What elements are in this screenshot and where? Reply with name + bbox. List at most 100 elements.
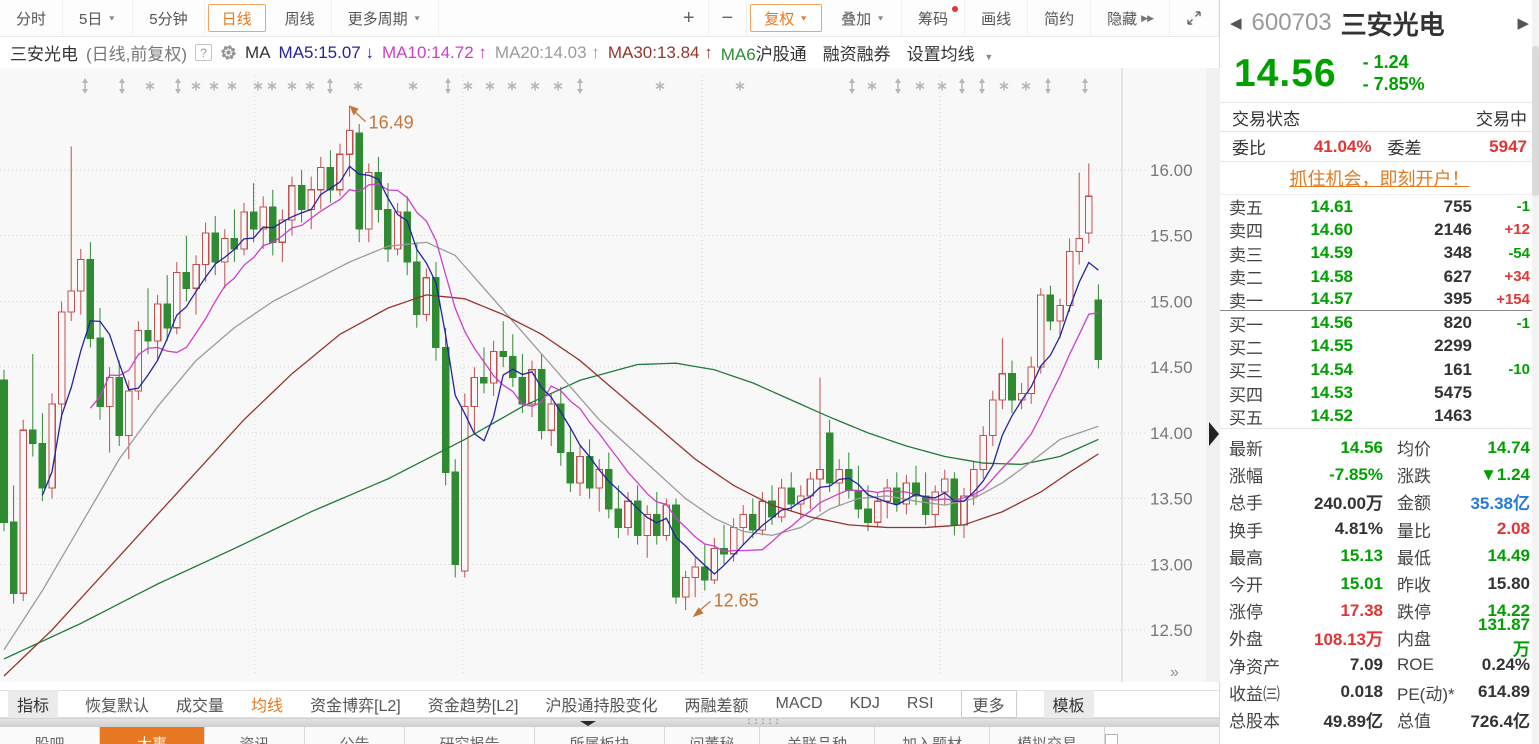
candlestick-chart[interactable]: 16.00 15.50 15.00 14.50 14.00 13.50 13.00 12.50… [0, 68, 1220, 682]
bottom-tab-大事[interactable]: 大事 [100, 727, 205, 744]
toolbar-button-overlay[interactable]: 叠加 ▼ [825, 0, 903, 36]
bottom-tab-模拟交易[interactable]: 模拟交易 [990, 727, 1105, 744]
event-star-marker-icon[interactable] [209, 81, 219, 91]
toolbar-button-5day-chart[interactable]: 5日 ▼ [63, 0, 134, 36]
event-star-marker-icon[interactable] [267, 81, 277, 91]
bottom-tab-加入题材[interactable]: 加入题材 [875, 727, 990, 744]
indicator-tab-模板[interactable]: 模板 [1043, 690, 1094, 718]
panel-scrollbar-thumb[interactable] [1532, 46, 1539, 196]
event-star-marker-icon[interactable] [530, 81, 540, 91]
event-star-marker-icon[interactable] [1021, 81, 1031, 91]
order-book-row-卖一[interactable]: 卖一 14.57 395 +154 [1220, 288, 1539, 312]
order-book-row-买五[interactable]: 买五 14.52 1463 [1220, 405, 1539, 428]
event-star-marker-icon[interactable] [227, 81, 237, 91]
order-book-row-买一[interactable]: 买一 14.56 820 -1 [1220, 311, 1539, 335]
event-arrow-marker-icon[interactable] [82, 78, 88, 94]
indicator-tab-更多[interactable]: 更多 [960, 690, 1017, 718]
event-star-marker-icon[interactable] [553, 81, 563, 91]
order-book-row-买二[interactable]: 买二 14.55 2299 [1220, 335, 1539, 358]
bottom-tab-资讯[interactable]: 资讯 [205, 727, 305, 744]
event-arrow-marker-icon[interactable] [1082, 78, 1088, 94]
event-arrow-marker-icon[interactable] [445, 78, 451, 94]
event-star-marker-icon[interactable] [507, 81, 517, 91]
order-book-row-卖五[interactable]: 卖五 14.61 755 -1 [1220, 195, 1539, 219]
indicator-tab-资金趋势[L2][interactable]: 资金趋势[L2] [427, 698, 519, 715]
scroll-right-icon[interactable]: » [1170, 664, 1179, 681]
order-book-row-买四[interactable]: 买四 14.53 5475 [1220, 381, 1539, 405]
toolbar-button-zoom-in[interactable]: + [670, 0, 709, 36]
toolbar-button-more-periods[interactable]: 更多周期 ▼ [332, 0, 439, 36]
event-arrow-marker-icon[interactable] [327, 78, 333, 94]
event-star-marker-icon[interactable] [735, 81, 745, 91]
toolbar-button-weekly-chart[interactable]: 周线 [269, 0, 332, 36]
help-icon[interactable]: ? [195, 44, 213, 61]
event-star-marker-icon[interactable] [485, 81, 495, 91]
order-book-row-卖四[interactable]: 卖四 14.60 2146 +12 [1220, 218, 1539, 242]
event-arrow-marker-icon[interactable] [577, 78, 583, 94]
event-arrow-marker-icon[interactable] [175, 78, 181, 94]
event-star-marker-icon[interactable] [287, 81, 297, 91]
toolbar-button-fullscreen[interactable] [1170, 0, 1219, 36]
event-arrow-marker-icon[interactable] [959, 78, 965, 94]
panel-scrollbar[interactable] [1532, 0, 1539, 744]
prev-stock-icon[interactable]: ◀ [1230, 15, 1242, 32]
bottom-tab-问董秘[interactable]: 问董秘 [665, 727, 760, 744]
indicator-tab-两融差额[interactable]: 两融差额 [684, 698, 749, 715]
indicator-tab-均线[interactable]: 均线 [251, 698, 284, 715]
indicator-tab-恢复默认[interactable]: 恢复默认 [85, 698, 150, 715]
bottom-tab-关联品种[interactable]: 关联品种 [760, 727, 875, 744]
pane-splitter[interactable]: ::::: [0, 716, 1219, 727]
splitter-grip-icon[interactable]: ::::: [746, 716, 782, 727]
bottom-tab-所属板块[interactable]: 所属板块 [535, 727, 665, 744]
next-stock-icon[interactable]: ▶ [1517, 15, 1529, 32]
toolbar-button-zoom-out[interactable]: − [709, 0, 748, 36]
open-account-link[interactable]: 抓住机会，即刻开户！ [1289, 169, 1470, 189]
order-book-row-买三[interactable]: 买三 14.54 161 -10 [1220, 358, 1539, 382]
event-star-marker-icon[interactable] [867, 81, 877, 91]
chart-area[interactable]: 16.00 15.50 15.00 14.50 14.00 13.50 13.00 12.50… [0, 68, 1220, 682]
event-star-marker-icon[interactable] [408, 81, 418, 91]
event-star-marker-icon[interactable] [915, 81, 925, 91]
event-arrow-marker-icon[interactable] [1045, 78, 1051, 94]
event-star-marker-icon[interactable] [191, 81, 201, 91]
event-star-marker-icon[interactable] [353, 81, 363, 91]
collapse-triangle-icon[interactable] [580, 721, 596, 726]
event-star-marker-icon[interactable] [999, 81, 1009, 91]
event-star-marker-icon[interactable] [655, 81, 665, 91]
event-arrow-marker-icon[interactable] [849, 78, 855, 94]
toolbar-button-5min-chart[interactable]: 5分钟 [133, 0, 205, 36]
gear-icon[interactable] [220, 44, 237, 61]
event-arrow-marker-icon[interactable] [119, 78, 125, 94]
toolbar-button-draw-line[interactable]: 画线 [965, 0, 1029, 36]
toolbar-button-simple-mode[interactable]: 简约 [1028, 0, 1092, 36]
legend-link-1[interactable]: 融资融券 [822, 45, 891, 64]
indicator-tab-指标[interactable]: 指标 [8, 690, 59, 718]
toolbar-button-minute-chart[interactable]: 分时 [0, 0, 64, 36]
event-star-marker-icon[interactable] [463, 81, 473, 91]
toolbar-button-daily-chart[interactable]: 日线 [207, 4, 266, 32]
toolbar-button-hide-panel[interactable]: 隐藏 ▶▶ [1091, 0, 1170, 36]
toolbar-button-adjust-mode[interactable]: 复权 ▼ [750, 4, 823, 32]
toolbar-button-chip-distribution[interactable]: 筹码 [902, 0, 966, 36]
indicator-tab-KDJ[interactable]: KDJ [849, 695, 880, 712]
bottom-tab-研究报告[interactable]: 研究报告 [405, 727, 535, 744]
event-star-marker-icon[interactable] [253, 81, 263, 91]
order-book-row-卖二[interactable]: 卖二 14.58 627 +34 [1220, 265, 1539, 289]
event-arrow-marker-icon[interactable] [895, 78, 901, 94]
legend-link-0[interactable]: 沪股通 [755, 45, 807, 64]
event-arrow-marker-icon[interactable] [979, 78, 985, 94]
ma-settings-button[interactable]: 设置均线 ▼ [906, 45, 994, 64]
indicator-tab-RSI[interactable]: RSI [906, 695, 934, 712]
bottom-tab-公告[interactable]: 公告 [305, 727, 405, 744]
indicator-tab-资金博弈[L2][interactable]: 资金博弈[L2] [310, 698, 401, 715]
bottom-tab-股吧[interactable]: 股吧 [0, 727, 100, 744]
bottom-checkbox[interactable] [1105, 734, 1118, 744]
indicator-tab-沪股通持股变化[interactable]: 沪股通持股变化 [545, 698, 658, 715]
order-book-row-卖三[interactable]: 卖三 14.59 348 -54 [1220, 242, 1539, 265]
event-star-marker-icon[interactable] [305, 81, 315, 91]
panel-collapse-icon[interactable] [1209, 422, 1219, 446]
indicator-tab-成交量[interactable]: 成交量 [176, 698, 225, 715]
indicator-tab-MACD[interactable]: MACD [775, 695, 823, 712]
chart-scroll-strip[interactable] [1206, 68, 1220, 682]
event-star-marker-icon[interactable] [937, 81, 947, 91]
